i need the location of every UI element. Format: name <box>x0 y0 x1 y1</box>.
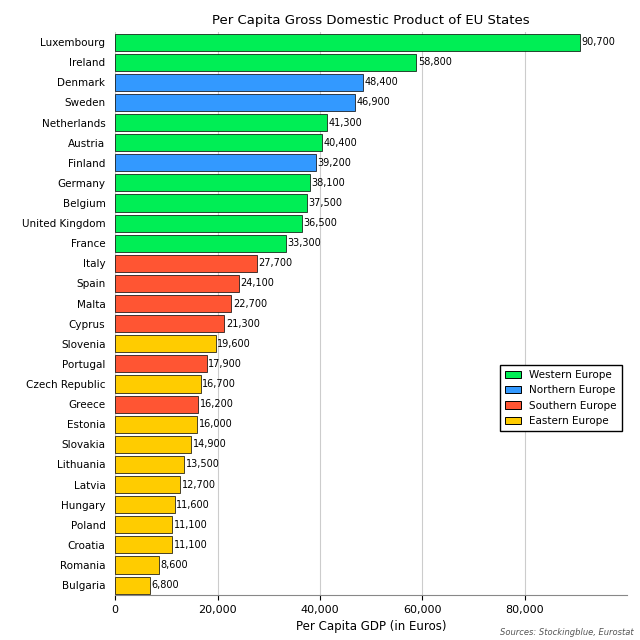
Bar <box>115 174 310 191</box>
Bar <box>115 134 322 151</box>
Bar <box>115 214 302 232</box>
Bar <box>115 275 239 292</box>
Bar <box>115 114 326 131</box>
Bar <box>115 396 198 413</box>
Bar <box>115 577 150 594</box>
Text: 33,300: 33,300 <box>287 238 321 248</box>
Bar <box>115 335 216 352</box>
Bar <box>115 154 316 172</box>
Bar <box>115 235 285 252</box>
Bar <box>115 496 175 513</box>
Bar <box>115 476 180 493</box>
Text: 11,600: 11,600 <box>176 500 210 509</box>
Text: 19,600: 19,600 <box>217 339 251 349</box>
Text: 46,900: 46,900 <box>357 97 390 108</box>
Text: 21,300: 21,300 <box>226 319 260 329</box>
Text: 39,200: 39,200 <box>317 157 351 168</box>
Text: 16,000: 16,000 <box>198 419 232 429</box>
Text: 90,700: 90,700 <box>581 37 615 47</box>
Bar <box>115 33 580 51</box>
Text: 22,700: 22,700 <box>233 298 267 308</box>
Text: 16,700: 16,700 <box>202 379 236 389</box>
Text: 17,900: 17,900 <box>209 359 243 369</box>
Text: 24,100: 24,100 <box>240 278 274 289</box>
Text: Sources: Stockingblue, Eurostat: Sources: Stockingblue, Eurostat <box>500 628 634 637</box>
Text: 37,500: 37,500 <box>308 198 343 208</box>
Bar <box>115 195 307 211</box>
Bar <box>115 255 257 272</box>
Text: 40,400: 40,400 <box>324 138 357 148</box>
Bar <box>115 416 197 433</box>
Bar <box>115 295 232 312</box>
Bar <box>115 315 224 332</box>
Text: 41,300: 41,300 <box>328 118 362 127</box>
Text: 58,800: 58,800 <box>418 57 452 67</box>
Text: 16,200: 16,200 <box>200 399 234 409</box>
Text: 8,600: 8,600 <box>161 560 188 570</box>
Bar <box>115 94 355 111</box>
Text: 27,700: 27,700 <box>259 259 292 268</box>
Text: 12,700: 12,700 <box>182 479 216 490</box>
Bar <box>115 74 363 91</box>
Bar <box>115 376 201 392</box>
X-axis label: Per Capita GDP (in Euros): Per Capita GDP (in Euros) <box>296 620 447 634</box>
Bar <box>115 456 184 473</box>
Legend: Western Europe, Northern Europe, Southern Europe, Eastern Europe: Western Europe, Northern Europe, Souther… <box>500 365 622 431</box>
Text: 14,900: 14,900 <box>193 439 227 449</box>
Bar <box>115 54 416 71</box>
Text: 11,100: 11,100 <box>173 520 207 530</box>
Text: 36,500: 36,500 <box>303 218 337 228</box>
Text: 48,400: 48,400 <box>365 77 398 87</box>
Bar <box>115 436 191 453</box>
Text: 6,800: 6,800 <box>152 580 179 590</box>
Bar <box>115 556 159 573</box>
Title: Per Capita Gross Domestic Product of EU States: Per Capita Gross Domestic Product of EU … <box>212 13 530 27</box>
Bar <box>115 536 172 554</box>
Text: 38,100: 38,100 <box>312 178 346 188</box>
Text: 13,500: 13,500 <box>186 460 220 470</box>
Bar <box>115 355 207 372</box>
Text: 11,100: 11,100 <box>173 540 207 550</box>
Bar <box>115 516 172 533</box>
